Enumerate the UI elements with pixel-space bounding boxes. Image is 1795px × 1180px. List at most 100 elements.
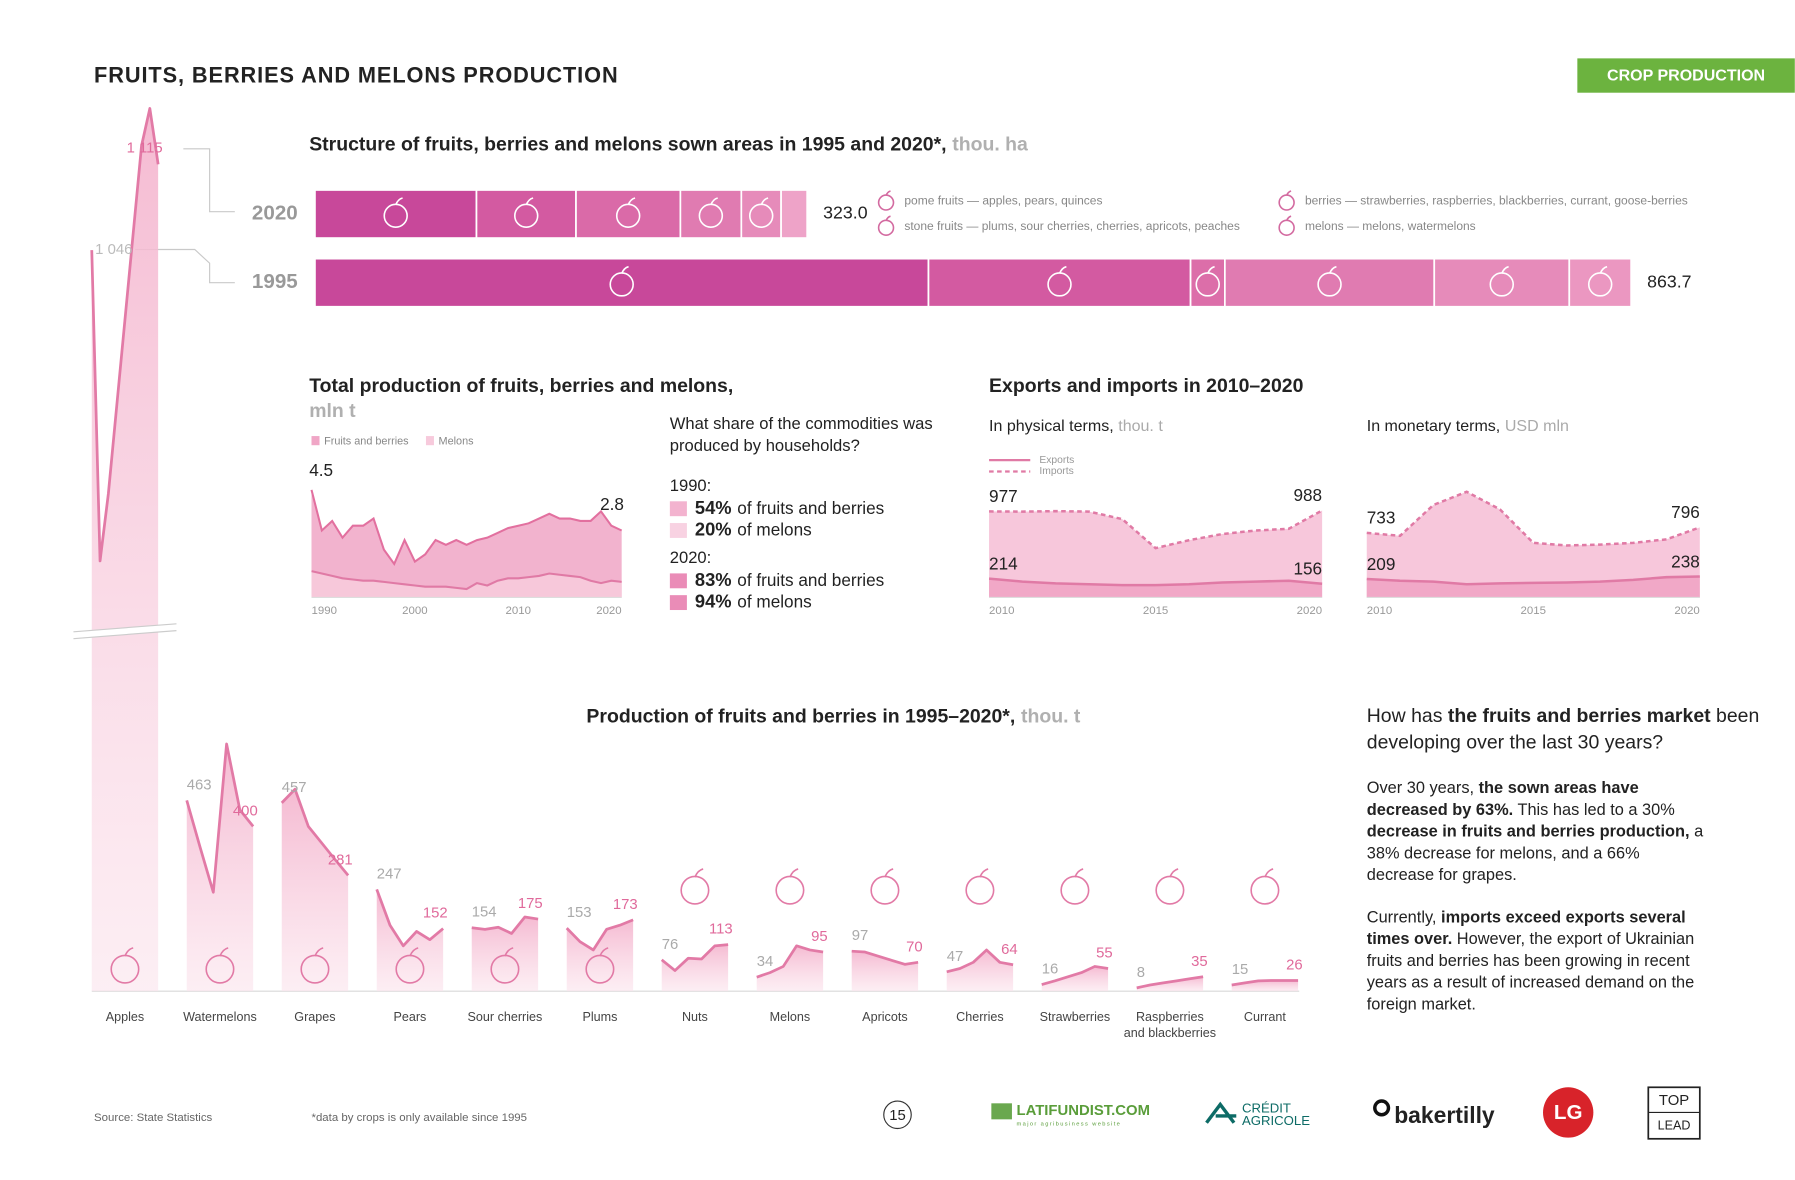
logo: major agribusiness website (1017, 1121, 1122, 1127)
icon (124, 947, 134, 957)
bar-segment (927, 257, 1192, 308)
item: 20% of melons (669, 520, 945, 542)
source: Source: State Statistics (94, 1112, 213, 1124)
icon (627, 197, 636, 206)
swatch (669, 573, 687, 589)
icon (1058, 265, 1067, 274)
chart-title: Structure of fruits, berries and melons … (309, 133, 1028, 155)
bar-segment (314, 257, 930, 308)
bar-segment (780, 189, 809, 239)
value-label: 463 (187, 777, 212, 793)
bar-segment (679, 189, 743, 239)
value-label: 153 (567, 905, 592, 921)
value-label: 15 (1232, 962, 1249, 978)
value-label: 1 046 (95, 242, 132, 258)
value-label: 281 (328, 852, 353, 868)
share-text: of melons (737, 520, 812, 541)
line (471, 915, 539, 935)
logo: LATIFUNDIST.COM (1017, 1103, 1150, 1119)
title: In physical terms, (989, 417, 1114, 435)
line (660, 943, 729, 972)
value-label: 55 (1096, 946, 1113, 962)
icon (884, 868, 894, 878)
line (375, 888, 445, 948)
text-run: a 38% decrease for melons, and a 66% dec… (1366, 822, 1704, 885)
icon (504, 947, 514, 957)
chart-subtitle: In monetary terms, USD mln (1367, 417, 1569, 435)
line (988, 577, 1323, 587)
line (1231, 979, 1299, 987)
x-tick-label: 2020 (1297, 605, 1322, 617)
x-tick-label: 2015 (1143, 605, 1168, 617)
text-run: This has led to a 30% (1513, 801, 1675, 820)
logo: LEAD (1658, 1119, 1691, 1133)
value-label: 977 (989, 486, 1018, 506)
legend-swatch (425, 436, 434, 446)
value-label: 26 (1286, 957, 1303, 973)
item: 94% of melons (669, 592, 945, 614)
value-label: 156 (1293, 559, 1322, 579)
market-block: How has the fruits and berries market be… (1367, 703, 1785, 1017)
value-label: 796 (1671, 502, 1700, 522)
unit: USD mln (1505, 417, 1569, 435)
bar-segment (314, 189, 478, 239)
group-label: 2020: (669, 549, 712, 568)
bar-segment (1568, 257, 1632, 308)
icon (620, 265, 629, 274)
value-label: 76 (662, 937, 679, 953)
area (1366, 491, 1700, 598)
icon (1285, 215, 1292, 221)
icon (1155, 875, 1185, 905)
crop-name: Sour cherries (468, 1010, 543, 1024)
value-label: 154 (472, 905, 497, 921)
paragraph: Over 30 years, the sown areas have decre… (1367, 778, 1710, 887)
title: Production of fruits and berries in 1995… (586, 706, 1015, 728)
icon (870, 875, 900, 905)
share-text: of fruits and berries (737, 571, 885, 591)
line (310, 489, 623, 567)
page-circle (883, 1100, 912, 1130)
icon (409, 947, 419, 957)
swatch (669, 595, 687, 611)
line (1366, 575, 1700, 586)
icon (1264, 868, 1274, 878)
value-label: 152 (423, 906, 448, 922)
area (471, 916, 539, 992)
legend-text: melons — melons, watermelons (1305, 219, 1476, 233)
area (311, 571, 622, 598)
logo: bakertilly (1394, 1102, 1495, 1128)
market: How has the fruits and berries market be… (1367, 703, 1785, 1017)
text-run: Over 30 years, (1366, 779, 1479, 798)
line (280, 787, 350, 877)
text-run: been developing over the last 30 years? (1366, 705, 1760, 754)
value-label: 2.8 (600, 494, 624, 514)
value-label: 34 (757, 954, 774, 970)
legend-swatch (311, 436, 320, 446)
bar-segment (1433, 257, 1571, 308)
question: How has the fruits and berries market be… (1367, 703, 1768, 756)
icon (1074, 868, 1084, 878)
item: 83% of fruits and berries (669, 570, 945, 592)
crop-name: Grapes (294, 1010, 335, 1024)
icon (1278, 219, 1295, 236)
x-tick-label: 2015 (1521, 605, 1546, 617)
value-label: 247 (377, 866, 402, 882)
text-run: imports exceed exports several times ove… (1366, 908, 1686, 949)
area (1041, 966, 1109, 992)
icon (979, 868, 989, 878)
icon (1599, 265, 1608, 274)
text-run: decrease in fruits and berries productio… (1366, 822, 1690, 842)
bar-total: 323.0 (823, 203, 868, 223)
crop-name: Currant (1244, 1010, 1286, 1024)
icon (1278, 194, 1295, 211)
axis-break (73, 623, 177, 639)
icon (965, 875, 995, 905)
axis-break (73, 623, 177, 633)
line (565, 918, 634, 952)
legend-text: stone fruits — plums, sour cherries, che… (904, 219, 1239, 233)
bar-segment (1224, 257, 1436, 308)
crop-name: Apples (106, 1010, 144, 1024)
logo: TOP (1659, 1093, 1689, 1109)
households: What share of the commodities was produc… (669, 414, 945, 614)
icon (1328, 265, 1337, 274)
